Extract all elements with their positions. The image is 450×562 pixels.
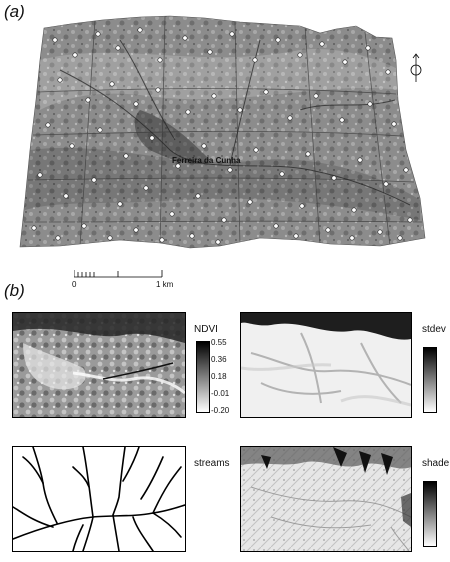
place-name-label: Ferreira da Cunha (172, 156, 241, 165)
ndvi-tick-4: -0.20 (211, 406, 230, 415)
terrain-svg (19, 15, 426, 249)
terrain-perspective-view (0, 0, 450, 262)
streams-title: streams (194, 458, 230, 469)
shade-map (240, 446, 412, 552)
shade-title: shade (422, 458, 450, 469)
stdev-colorbar (423, 347, 437, 413)
ndvi-tick-2: 0.18 (211, 372, 227, 381)
ndvi-map (12, 312, 186, 418)
stdev-map (240, 312, 412, 418)
panel-a-label: (a) (4, 2, 25, 21)
scale-bar-start-label: 0 (72, 280, 77, 289)
stdev-title: stdev (422, 324, 446, 335)
scale-bar (74, 268, 164, 278)
ndvi-tick-1: 0.36 (211, 355, 227, 364)
shade-colorbar (423, 481, 437, 547)
north-arrow-icon (408, 52, 424, 86)
ndvi-tick-0: 0.55 (211, 338, 227, 347)
ndvi-tick-3: -0.01 (211, 389, 230, 398)
scale-bar-end-label: 1 km (156, 280, 174, 289)
panel-b-label: (b) (4, 281, 25, 300)
ndvi-title: NDVI (194, 324, 218, 335)
streams-map (12, 446, 186, 552)
ndvi-colorbar (196, 341, 210, 413)
